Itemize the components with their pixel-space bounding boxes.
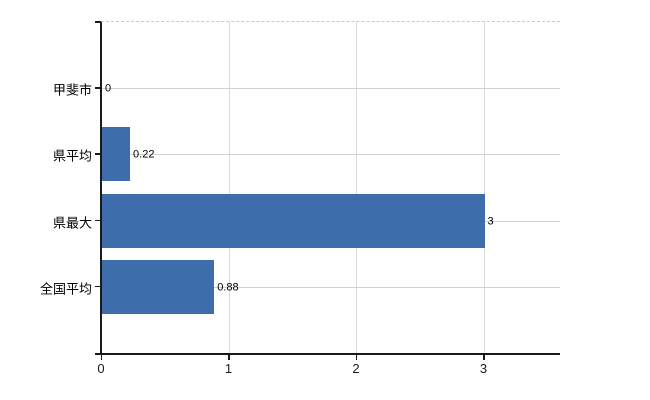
x-gridline [228, 22, 230, 353]
y-axis-line [100, 22, 102, 353]
category-label: 県平均 [52, 148, 92, 164]
bar-value-label: 0 [105, 82, 112, 95]
x-tick [228, 354, 230, 360]
x-tick-label: 3 [479, 361, 488, 376]
category-label: 県最大 [52, 215, 92, 231]
x-tick-label: 2 [352, 361, 360, 376]
x-tick-label: 0 [97, 361, 105, 376]
x-tick-label: 1 [224, 361, 233, 376]
category-gridline [102, 154, 560, 156]
category-tick [95, 21, 101, 23]
bar [102, 193, 485, 248]
plot-top-border [101, 21, 560, 22]
x-tick [483, 354, 485, 360]
bar-value-label: 0.22 [133, 148, 155, 161]
x-gridline [356, 22, 357, 353]
category-gridline [102, 286, 560, 288]
x-axis-line [95, 353, 560, 355]
category-tick [95, 219, 101, 222]
bar [102, 127, 131, 182]
category-tick [95, 153, 101, 155]
category-tick [95, 285, 101, 288]
category-label: 甲斐市 [52, 82, 92, 98]
x-gridline [483, 22, 485, 353]
x-tick [355, 354, 357, 360]
category-label: 全国平均 [39, 281, 92, 297]
category-gridline [102, 88, 560, 90]
category-tick [95, 87, 101, 89]
bar-value-label: 0.88 [217, 281, 239, 294]
x-tick [100, 354, 102, 360]
bar-value-label: 3 [487, 215, 494, 228]
bar [102, 259, 215, 314]
